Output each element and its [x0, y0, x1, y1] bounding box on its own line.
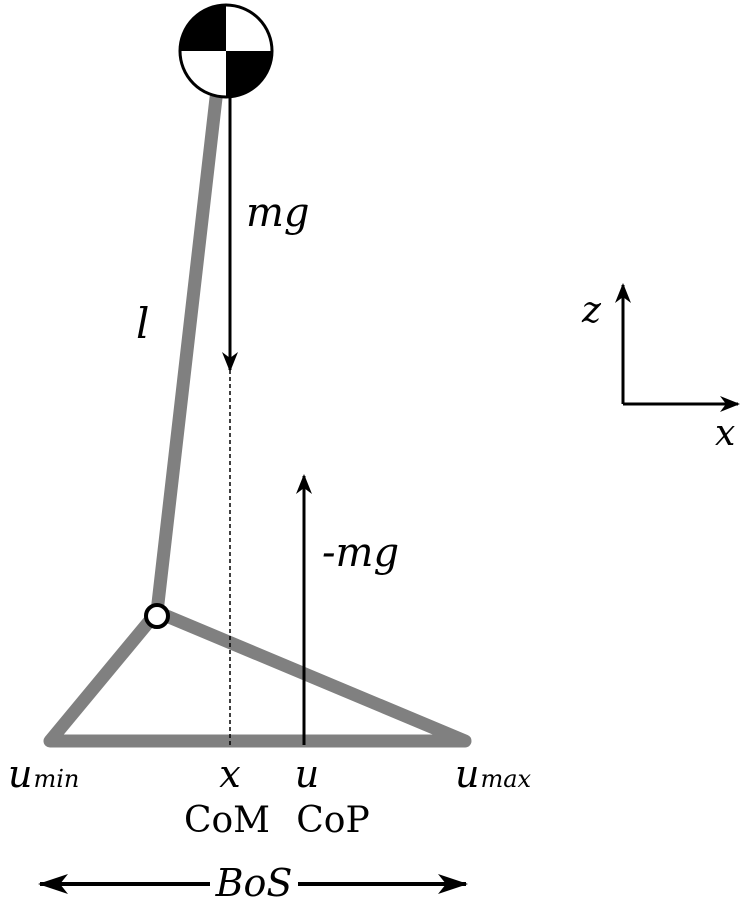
coordinate-axes	[615, 283, 740, 412]
cop-name-label: CoP	[296, 800, 369, 841]
reaction-label: -mg	[322, 530, 399, 576]
umin-label: umin	[8, 752, 79, 796]
ankle-joint-icon	[144, 603, 170, 629]
length-label: l	[136, 299, 149, 348]
umax-label: umax	[455, 752, 532, 796]
foot-triangle	[43, 605, 472, 748]
center-of-mass-icon	[178, 3, 274, 99]
bos-label: BoS	[215, 861, 293, 905]
com-symbol-label: x	[219, 752, 240, 796]
cop-symbol-label: u	[295, 752, 319, 796]
axis-x-label: x	[715, 413, 735, 454]
com-name-label: CoM	[184, 800, 270, 841]
weight-label: mg	[246, 190, 310, 236]
pendulum-leg	[150, 91, 223, 619]
axis-z-label: z	[581, 290, 602, 331]
